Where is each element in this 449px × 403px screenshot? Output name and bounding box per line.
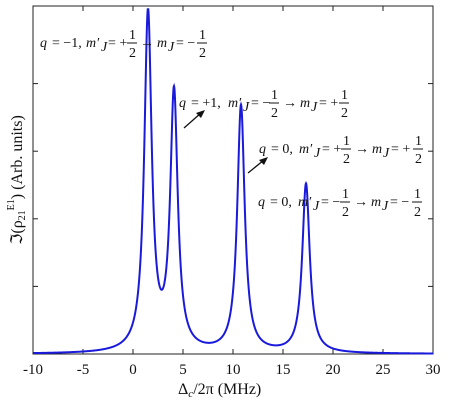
- svg-text:m′: m′: [228, 96, 242, 111]
- svg-text:2: 2: [414, 205, 421, 220]
- x-tick-label: 20: [326, 362, 341, 378]
- svg-text:1: 1: [341, 88, 348, 103]
- svg-text:m′: m′: [86, 36, 100, 51]
- svg-text:→: →: [283, 96, 297, 111]
- svg-text:J: J: [383, 146, 390, 161]
- svg-text:= −: = −: [251, 96, 270, 111]
- svg-text:2: 2: [341, 106, 348, 121]
- x-tick-label: 25: [376, 362, 391, 378]
- annotation-1: q = −1, m′ J = + 1 2 → m J = − 1 2: [40, 28, 207, 61]
- svg-text:J: J: [243, 100, 250, 115]
- svg-text:J: J: [313, 199, 320, 214]
- svg-text:= +: = +: [108, 36, 127, 51]
- svg-text:J: J: [168, 40, 175, 55]
- svg-text:m: m: [300, 96, 310, 111]
- svg-text:→: →: [354, 195, 368, 210]
- svg-text:2: 2: [415, 152, 422, 167]
- svg-text:2: 2: [343, 152, 350, 167]
- svg-text:q: q: [179, 96, 186, 111]
- series-line: [33, 8, 433, 355]
- annotation-2: q = +1, m′ J = − 1 2 → m J = + 1 2: [179, 88, 349, 129]
- svg-text:1: 1: [129, 28, 136, 43]
- x-tick-label: 0: [129, 362, 137, 378]
- svg-text:2: 2: [199, 46, 206, 61]
- svg-text:J: J: [311, 100, 318, 115]
- svg-text:m′: m′: [299, 142, 313, 157]
- svg-text:= −: = −: [321, 195, 340, 210]
- x-tick-label: 30: [426, 362, 441, 378]
- svg-text:1: 1: [343, 134, 350, 149]
- annotation-3: q = 0, m′ J = + 1 2 → m J = + 1 2: [247, 134, 423, 174]
- svg-text:q: q: [40, 36, 47, 51]
- svg-text:= +: = +: [391, 142, 410, 157]
- svg-text:= −: = −: [176, 36, 195, 51]
- svg-text:J: J: [314, 146, 321, 161]
- svg-text:m: m: [372, 142, 382, 157]
- svg-text:1: 1: [199, 28, 206, 43]
- x-tick-label: 10: [226, 362, 241, 378]
- x-tick-label: 15: [276, 362, 291, 378]
- svg-text:J: J: [101, 40, 108, 55]
- svg-text:m: m: [371, 195, 381, 210]
- svg-text:1: 1: [271, 88, 278, 103]
- y-axis-label: ℑ(ρ21E1) (Arb. units): [6, 115, 28, 245]
- svg-text:→: →: [355, 142, 369, 157]
- svg-text:q: q: [258, 195, 265, 210]
- svg-text:Δc/2π (MHz): Δc/2π (MHz): [178, 381, 261, 400]
- annotation-4: q = 0, m′ J = − 1 2 → m J = − 1 2: [258, 187, 422, 220]
- x-axis-label: Δc/2π (MHz): [178, 381, 261, 400]
- svg-text:J: J: [382, 199, 389, 214]
- svg-text:= +: = +: [319, 96, 338, 111]
- svg-text:1: 1: [415, 134, 422, 149]
- x-tick-label: -10: [23, 362, 43, 378]
- x-tick-label: -5: [77, 362, 90, 378]
- plot-frame: [32, 5, 434, 355]
- svg-text:1: 1: [342, 187, 349, 202]
- svg-text:2: 2: [271, 106, 278, 121]
- svg-text:2: 2: [342, 205, 349, 220]
- svg-text:ℑ(ρ21E1) (Arb. units): ℑ(ρ21E1) (Arb. units): [6, 115, 28, 245]
- svg-text:= 0,: = 0,: [270, 195, 292, 210]
- svg-text:= 0,: = 0,: [271, 142, 293, 157]
- svg-text:→: →: [140, 36, 154, 51]
- svg-text:= +: = +: [322, 142, 341, 157]
- x-tick-label: 5: [179, 362, 187, 378]
- svg-text:1: 1: [414, 187, 421, 202]
- svg-text:= +1,: = +1,: [191, 96, 221, 111]
- svg-text:m: m: [157, 36, 167, 51]
- svg-text:2: 2: [129, 46, 136, 61]
- svg-text:m′: m′: [298, 195, 312, 210]
- svg-text:= −1,: = −1,: [52, 36, 82, 51]
- svg-text:= −: = −: [390, 195, 409, 210]
- svg-text:q: q: [259, 142, 266, 157]
